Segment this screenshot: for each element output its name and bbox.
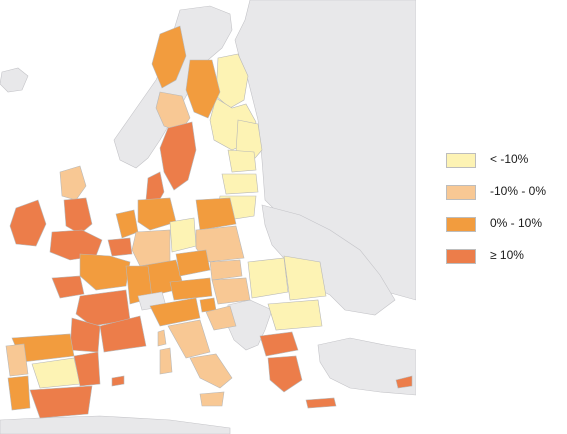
region-belgium [107, 237, 133, 257]
region-spain-south [29, 385, 93, 419]
region-sweden-south [159, 121, 197, 191]
region-france-southeast [99, 315, 147, 353]
region-greece-north [259, 331, 299, 357]
region-norway-west [151, 25, 187, 89]
region-latvia [221, 173, 259, 195]
legend-swatch [446, 217, 476, 232]
region-italy-south [189, 353, 233, 389]
legend-label: < -10% [490, 152, 529, 166]
region-germany-north [137, 197, 177, 231]
region-north-england [63, 197, 93, 235]
region-spain-east [73, 351, 101, 387]
region-france-brittany [51, 275, 85, 299]
region-sweden-north [185, 59, 221, 119]
region-greece-south [267, 355, 303, 393]
region-corsica [157, 329, 167, 347]
europe-choropleth-map [0, 0, 416, 434]
region-estonia [227, 149, 257, 173]
region-france-north [79, 253, 131, 291]
region-balearic [111, 375, 125, 387]
region-poland-south [195, 225, 245, 263]
region-sardinia [159, 347, 173, 375]
legend-swatch [446, 185, 476, 200]
eu-regions [5, 25, 413, 419]
region-poland-north [195, 197, 237, 231]
region-bulgaria [267, 299, 323, 331]
region-austria [169, 277, 213, 301]
legend-item: -10% - 0% [446, 182, 561, 214]
legend: < -10% -10% - 0% 0% - 10% ≥ 10% [446, 150, 561, 278]
legend-label: 0% - 10% [490, 216, 543, 230]
legend-swatch [446, 153, 476, 168]
region-crete [305, 397, 337, 409]
ukraine-shape [261, 204, 396, 316]
region-italy-north [149, 297, 201, 327]
legend-item: < -10% [446, 150, 561, 182]
region-cyprus [395, 375, 413, 389]
legend-label: -10% - 0% [490, 184, 547, 198]
region-ireland [9, 199, 47, 247]
region-germany-west [131, 229, 171, 267]
region-sicily [199, 391, 225, 407]
norway-shape [113, 5, 233, 169]
iceland-shape [0, 67, 29, 93]
region-germany-east [169, 217, 197, 253]
turkey-shape [317, 337, 416, 396]
region-czechia [175, 249, 211, 277]
region-romania-west [247, 257, 289, 299]
region-portugal-north [5, 343, 29, 377]
legend-item: 0% - 10% [446, 214, 561, 246]
region-croatia [205, 305, 237, 331]
legend-item: ≥ 10% [446, 246, 561, 278]
non-eu-land [0, 0, 416, 434]
map-canvas [0, 0, 416, 434]
legend-swatch [446, 249, 476, 264]
region-hungary [211, 277, 251, 305]
region-italy-centre [167, 319, 211, 359]
region-portugal-south [7, 375, 31, 411]
north-africa-shape [0, 415, 231, 434]
region-romania-east [283, 255, 327, 301]
region-slovakia [209, 259, 243, 281]
region-scotland [59, 165, 87, 201]
legend-label: ≥ 10% [490, 248, 524, 262]
region-netherlands [115, 209, 139, 239]
region-spain-centre [31, 357, 81, 389]
